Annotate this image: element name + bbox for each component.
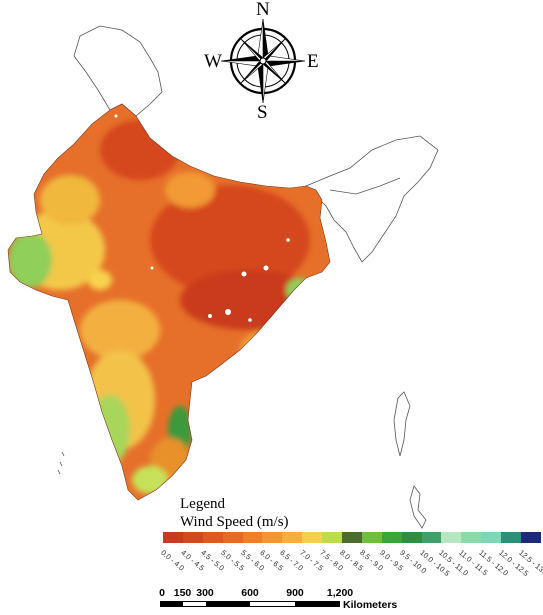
legend-label: 12.5 - 13.0: [517, 548, 543, 578]
legend-swatch: [262, 532, 283, 543]
wind-speed-surface: [8, 104, 330, 500]
scale-unit-label: Kilometers: [343, 599, 398, 611]
nicobar-islands: [409, 485, 427, 529]
legend-label-cell: 4.0 - 4.5: [179, 546, 206, 586]
legend-swatch: [222, 532, 243, 543]
scale-tick-label: 0: [159, 587, 165, 599]
legend-swatch: [342, 532, 362, 543]
scale-segment: [161, 602, 184, 606]
legend-label-cell: 4.5 - 5.0: [199, 546, 226, 586]
scale-tick-label: 900: [286, 587, 304, 599]
legend-swatch: [361, 532, 382, 543]
legend-label-cell: 9.0 - 9.5: [378, 546, 405, 586]
compass-rose: [220, 18, 306, 104]
legend-label-cell: 5.0 - 5.5: [219, 546, 246, 586]
legend-swatch: [302, 532, 323, 543]
legend-swatch: [421, 532, 442, 543]
scale-segment: [183, 602, 206, 606]
legend-swatch: [481, 532, 502, 543]
compass-south-label: S: [257, 102, 268, 123]
legend-swatch: [322, 532, 343, 543]
scale-tick-label: 150: [173, 587, 192, 599]
legend-labels: 0.0 - 4.0 4.0 - 4.5 4.5 - 5.0 5.0 - 5.5 5.5 …: [159, 546, 543, 586]
compass-north-label: N: [256, 0, 270, 20]
legend-swatch: [381, 532, 402, 543]
legend-subtitle: Wind Speed (m/s): [180, 514, 289, 530]
scale-tick-label: 1,200: [326, 587, 354, 599]
legend-label-cell: 12.5 - 13.0: [517, 546, 543, 586]
scale-tick-label: 300: [196, 587, 214, 599]
scale-segments: [160, 601, 340, 607]
legend-color-bar: [163, 532, 541, 543]
scale-tick-label: 600: [241, 587, 259, 599]
legend-swatch: [501, 532, 522, 543]
legend-swatch: [441, 532, 462, 543]
legend-label-cell: 9.5 - 10.0: [398, 546, 428, 586]
scale-segment: [250, 602, 295, 606]
compass-east-label: E: [307, 51, 319, 72]
legend-swatch: [182, 532, 203, 543]
india-outline: [7, 103, 331, 501]
legend-swatch: [202, 532, 223, 543]
station-markers: [114, 114, 290, 322]
scale-segment: [294, 602, 339, 606]
legend-swatch: [401, 532, 422, 543]
legend-swatch: [461, 532, 482, 543]
scale-bar: 0 150 300 600 900 1,200 Kilometers: [159, 587, 460, 615]
legend-swatch: [282, 532, 303, 543]
border-outlines: [57, 25, 439, 529]
northeast-outline: [305, 135, 439, 263]
kashmir-outline: [73, 25, 163, 117]
northeast-inner: [329, 177, 401, 195]
legend-swatch: [242, 532, 263, 543]
scale-segment: [205, 602, 250, 606]
lakshadweep: [57, 451, 65, 475]
legend-swatch: [521, 532, 541, 543]
compass-west-label: W: [204, 51, 222, 72]
legend-swatch: [163, 532, 183, 543]
legend-title: Legend: [180, 496, 225, 512]
andaman-islands: [393, 391, 411, 457]
